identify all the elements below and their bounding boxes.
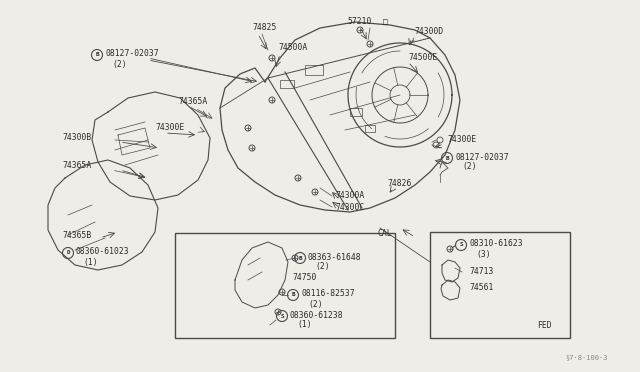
Text: (3): (3) xyxy=(476,250,491,259)
Text: 74300D: 74300D xyxy=(414,28,444,36)
Text: 08116-82537: 08116-82537 xyxy=(301,289,355,298)
Bar xyxy=(350,108,362,116)
Text: 08363-61648: 08363-61648 xyxy=(308,253,362,262)
Text: 74300B: 74300B xyxy=(62,134,92,142)
Text: B: B xyxy=(298,256,302,260)
Text: FED: FED xyxy=(537,321,552,330)
Text: □: □ xyxy=(383,17,388,26)
Text: 74300E: 74300E xyxy=(447,135,476,144)
Bar xyxy=(305,65,323,75)
Text: 74300A: 74300A xyxy=(335,192,364,201)
Text: 08127-02037: 08127-02037 xyxy=(105,49,159,58)
Bar xyxy=(175,233,395,338)
Bar xyxy=(280,80,294,88)
Text: 74365A: 74365A xyxy=(62,161,92,170)
Text: 74713: 74713 xyxy=(469,266,493,276)
Text: S: S xyxy=(280,314,284,318)
Text: 74300C: 74300C xyxy=(335,202,364,212)
Text: (1): (1) xyxy=(83,257,98,266)
Text: §7·8·100·3: §7·8·100·3 xyxy=(566,354,608,360)
Text: 74750: 74750 xyxy=(292,273,316,282)
Text: 08360-61238: 08360-61238 xyxy=(290,311,344,320)
Text: 08310-61623: 08310-61623 xyxy=(469,240,523,248)
Text: 74500E: 74500E xyxy=(408,52,437,61)
Text: (2): (2) xyxy=(308,299,323,308)
Text: 74365B: 74365B xyxy=(62,231,92,240)
Text: 08127-02037: 08127-02037 xyxy=(455,153,509,161)
Bar xyxy=(430,232,570,338)
Text: 74365A: 74365A xyxy=(178,97,207,106)
Text: 74826: 74826 xyxy=(387,180,412,189)
Text: (2): (2) xyxy=(315,263,330,272)
Text: (2): (2) xyxy=(462,163,477,171)
Text: 74300E: 74300E xyxy=(155,124,184,132)
Text: (2): (2) xyxy=(112,60,127,68)
Text: S: S xyxy=(459,243,463,247)
Text: B: B xyxy=(291,292,295,298)
Text: D: D xyxy=(66,250,70,256)
Text: 74825: 74825 xyxy=(252,23,276,32)
Text: 08360-61023: 08360-61023 xyxy=(76,247,130,257)
Text: 74500A: 74500A xyxy=(278,44,307,52)
Text: CAL: CAL xyxy=(378,228,392,237)
Text: B: B xyxy=(95,52,99,58)
Bar xyxy=(365,125,375,132)
Text: (1): (1) xyxy=(297,321,312,330)
Text: 57210: 57210 xyxy=(347,17,371,26)
Text: 74561: 74561 xyxy=(469,282,493,292)
Text: B: B xyxy=(445,155,449,160)
